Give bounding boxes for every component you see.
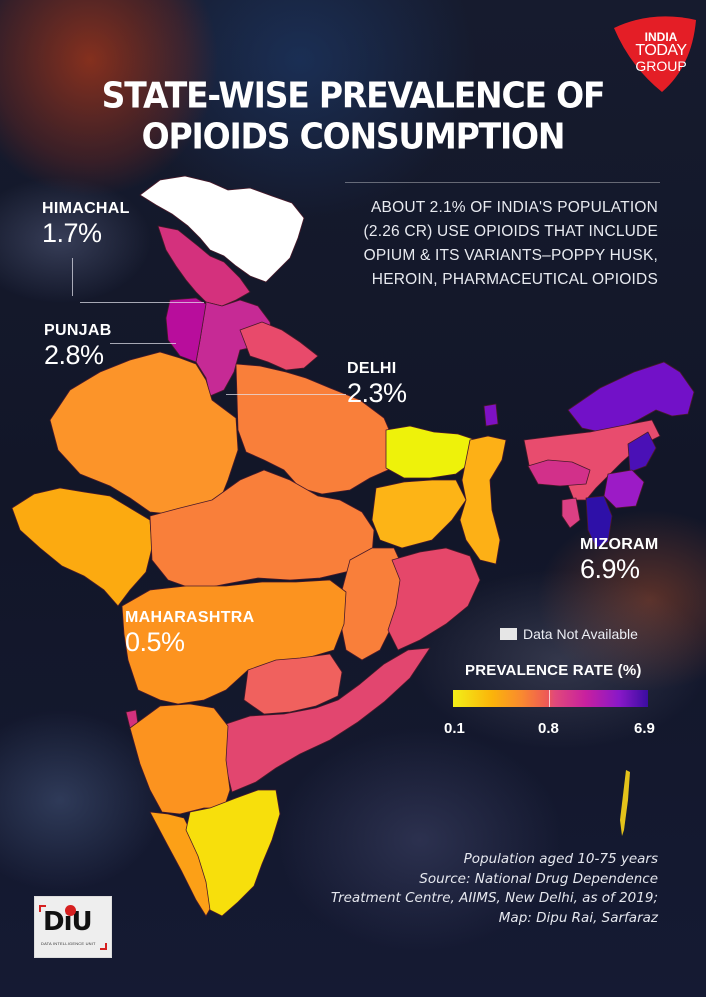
callout-name: HIMACHAL (42, 200, 130, 217)
callout-value: 6.9% (580, 554, 640, 584)
state-nagaland (627, 431, 657, 473)
callout-himachal: HIMACHAL 1.7% (42, 200, 130, 248)
title-line-2: OPIOIDS CONSUMPTION (141, 114, 566, 158)
delhi-leader (226, 394, 346, 395)
intro-divider (345, 182, 660, 183)
state-tripura (561, 497, 581, 529)
state-sikkim (483, 403, 499, 427)
state-uttar-pradesh (235, 363, 397, 495)
punjab-leader (110, 343, 176, 344)
footnote-line: Treatment Centre, AIIMS, New Delhi, as o… (330, 890, 658, 906)
logo-line3: GROUP (635, 58, 687, 74)
logo-line2: TODAY (635, 42, 687, 59)
legend-title: PREVALENCE RATE (%) (465, 662, 642, 679)
state-manipur (603, 469, 645, 509)
state-arunachal-pradesh (567, 361, 695, 433)
logo-line1: INDIA (644, 30, 678, 44)
callout-value: 2.8% (44, 340, 104, 370)
footnote-line: Source: National Drug Dependence (419, 870, 658, 887)
state-telangana (243, 653, 343, 715)
himachal-leader-v (72, 258, 73, 296)
legend-mid-tick (549, 690, 550, 707)
intro-line: OPIUM & ITS VARIANTS–POPPY HUSK, (363, 247, 658, 264)
callout-value: 0.5% (125, 627, 185, 657)
himachal-leader-h (80, 302, 204, 303)
callout-name: DELHI (347, 360, 397, 377)
state-gujarat (11, 487, 153, 607)
legend-na-swatch (500, 628, 517, 640)
diu-logo: DiU DATA INTELLIGENCE UNIT (34, 896, 112, 958)
legend-min-label: 0.1 (444, 720, 465, 737)
state-meghalaya (527, 459, 591, 487)
state-uttarakhand (239, 321, 319, 371)
state-jharkhand (371, 479, 467, 549)
state-jammu-kashmir (139, 175, 305, 283)
intro-line: HEROIN, PHARMACEUTICAL OPIOIDS (371, 271, 658, 288)
callout-value: 1.7% (42, 218, 102, 248)
state-karnataka (129, 703, 231, 815)
callout-mizoram: MIZORAM 6.9% (580, 536, 659, 584)
bracket-icon (39, 905, 46, 912)
legend-na-label: Data Not Available (523, 626, 638, 642)
state-andhra-pradesh (219, 647, 431, 793)
intro-text: ABOUT 2.1% OF INDIA'S POPULATION (2.26 C… (328, 196, 658, 292)
callout-name: MAHARASHTRA (125, 609, 255, 626)
legend-mid-label: 0.8 (538, 720, 559, 737)
state-mizoram (585, 495, 613, 549)
legend-color-scale (453, 690, 648, 707)
state-bihar (385, 425, 477, 479)
title-line-1: STATE-WISE PREVALENCE OF (101, 73, 606, 116)
globe-dot-icon (65, 905, 76, 916)
footnote-line: Map: Dipu Rai, Sarfaraz (498, 909, 658, 926)
india-today-group-logo: INDIA TODAY GROUP (612, 16, 698, 94)
callout-punjab: PUNJAB 2.8% (44, 322, 112, 370)
callout-name: PUNJAB (44, 322, 112, 339)
logo-shield-icon (614, 16, 696, 92)
callout-delhi: DELHI 2.3% (347, 360, 407, 408)
state-punjab (165, 297, 207, 363)
page-title: STATE-WISE PREVALENCE OF OPIOIDS CONSUMP… (0, 73, 706, 158)
state-odisha (387, 547, 481, 651)
legend-max-label: 6.9 (634, 720, 655, 737)
state-himachal (157, 225, 251, 307)
state-rajasthan (49, 351, 239, 515)
state-west-bengal (459, 435, 507, 565)
intro-line: (2.26 CR) USE OPIOIDS THAT INCLUDE (363, 223, 658, 240)
islands-andaman (620, 770, 630, 836)
state-tamil-nadu (185, 789, 281, 917)
diu-subtitle: DATA INTELLIGENCE UNIT (41, 941, 96, 946)
intro-line: ABOUT 2.1% OF INDIA'S POPULATION (371, 199, 658, 216)
callout-maharashtra: MAHARASHTRA 0.5% (125, 609, 255, 657)
bracket-icon (100, 943, 107, 950)
state-haryana (195, 299, 273, 397)
callout-value: 2.3% (347, 378, 407, 408)
legend-not-available: Data Not Available (500, 626, 638, 642)
source-footnote: Population aged 10-75 years Source: Nati… (298, 850, 658, 928)
footnote-line: Population aged 10-75 years (463, 851, 658, 867)
callout-name: MIZORAM (580, 536, 659, 553)
